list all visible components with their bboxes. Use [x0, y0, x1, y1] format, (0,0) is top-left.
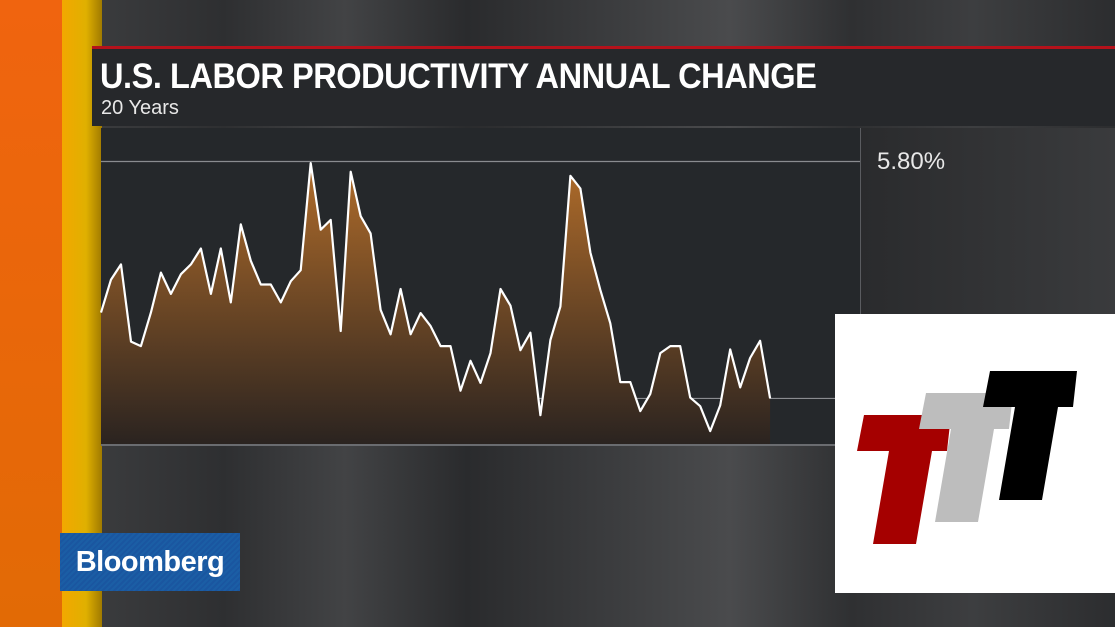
ttt-logo-icon [857, 371, 1077, 544]
bloomberg-logo-text: Bloomberg [75, 545, 225, 578]
y-tick-label: 5.80% [877, 148, 946, 175]
gray-t-shape [919, 393, 1013, 522]
ttt-logo [835, 314, 1115, 593]
chart-header: U.S. LABOR PRODUCTIVITY ANNUAL CHANGE 20… [92, 46, 1115, 126]
chart-subtitle: 20 Years [101, 97, 179, 119]
bloomberg-logo: Bloomberg [60, 533, 240, 591]
series-area [101, 163, 771, 445]
black-t-shape [983, 371, 1077, 500]
orange-stripe [0, 0, 62, 627]
series-line [99, 162, 772, 433]
red-t-shape [857, 415, 951, 544]
chart-title: U.S. LABOR PRODUCTIVITY ANNUAL CHANGE [100, 57, 817, 96]
